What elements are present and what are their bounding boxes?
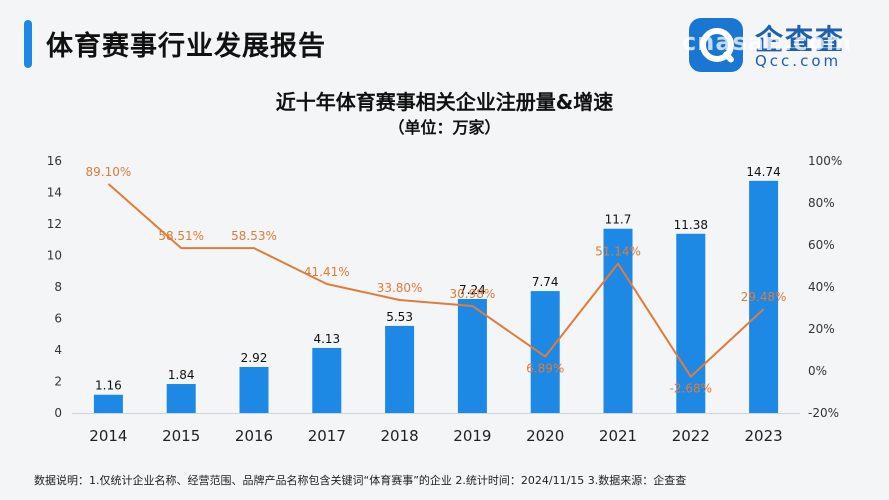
combo-chart: 0 2 4 6 8 10 12 14 16 -20% 0% 20% 40% 60% 80% 100% 2014 2… [47,154,843,445]
bar [385,325,415,413]
chart-subtitle: （单位：万家） [388,118,501,137]
y-right-tick-label: 40% [808,280,835,294]
x-tick-label: 2018 [381,427,419,445]
chart-title: 近十年体育赛事相关企业注册量&增速 [275,90,614,114]
bar-value-label: 1.16 [95,379,122,393]
magnifier-q-icon [689,18,743,72]
growth-value-label: 58.53% [231,229,277,243]
x-tick-label: 2019 [453,427,491,445]
y-left-tick-label: 4 [54,343,62,357]
growth-value-label: 29.48% [741,290,787,304]
bar [530,291,560,413]
bar-value-label: 11.38 [674,218,708,232]
y-left-tick-label: 2 [54,375,62,389]
growth-value-label: 89.10% [86,165,132,179]
y-right-tick-label: -20% [808,406,839,420]
watermark: cnasan.com [682,28,852,56]
bar-value-label: 5.53 [386,310,413,324]
y-left-tick-label: 14 [47,186,62,200]
y-left-tick-label: 8 [54,280,62,294]
bar-value-label: 2.92 [241,351,268,365]
bar-value-label: 14.74 [746,165,780,179]
growth-value-label: 33.80% [377,281,423,295]
y-right-tick-label: 60% [808,238,835,252]
y-left-tick-label: 12 [47,217,62,231]
y-left-tick-label: 0 [54,406,62,420]
x-tick-label: 2014 [89,427,127,445]
qcc-logo: 企查查 Qcc.com [689,16,873,74]
x-tick-label: 2022 [672,427,710,445]
bar [749,180,779,413]
growth-value-label: 41.41% [304,265,350,279]
bar-value-label: 1.84 [168,368,195,382]
bar-value-label: 4.13 [313,332,340,346]
logo-name: 企查查 [755,23,846,56]
header-accent-bar [24,20,32,68]
bar-value-label: 11.7 [605,213,632,227]
bar-value-label: 7.74 [532,275,559,289]
x-tick-label: 2020 [526,427,564,445]
logo-url: Qcc.com [755,52,842,70]
footnote: 数据说明：1.仅统计企业名称、经营范围、品牌产品名称包含关键词“体育赛事”的企业… [34,474,687,487]
growth-value-label: -2.68% [670,382,712,396]
growth-value-label: 58.51% [158,229,204,243]
y-right-tick-label: 20% [808,322,835,336]
y-right-tick-label: 100% [808,154,842,168]
y-left-tick-label: 6 [54,312,62,326]
y-left-tick-label: 16 [47,154,62,168]
y-right-tick-label: 80% [808,196,835,210]
growth-value-label: 30.98% [450,287,496,301]
x-tick-label: 2023 [745,427,783,445]
growth-line [107,183,765,378]
bar [166,384,196,413]
bar-value-label: 7.24 [459,283,486,297]
x-tick-label: 2021 [599,427,637,445]
x-tick-label: 2016 [235,427,273,445]
growth-value-label: 6.89% [526,362,564,376]
bar [603,228,633,413]
page-title: 体育赛事行业发展报告 [46,31,326,62]
bar [93,394,123,413]
x-tick-label: 2015 [162,427,200,445]
y-left-tick-label: 10 [47,249,62,263]
growth-value-label: 51.14% [595,245,641,259]
y-right-tick-label: 0% [808,364,827,378]
bar [312,347,342,413]
bar [239,367,269,413]
bar [676,233,706,413]
bar [457,298,487,413]
x-tick-label: 2017 [308,427,346,445]
